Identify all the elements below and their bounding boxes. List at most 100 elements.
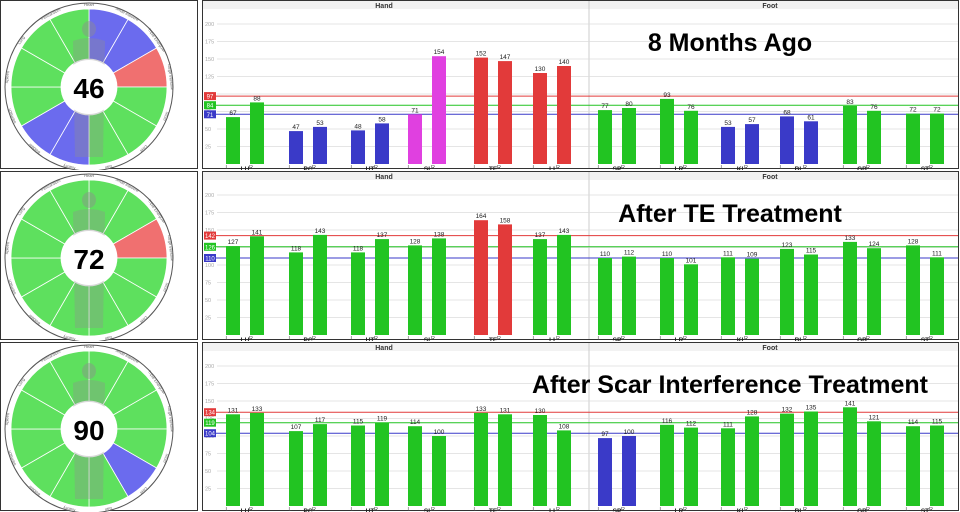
section-header-bg (203, 343, 958, 351)
side-label: R (431, 507, 435, 512)
bar-st-right (930, 113, 944, 164)
side-label: L (225, 336, 228, 341)
meridian-label-li: LI (549, 508, 555, 512)
bar-value-label: 137 (377, 232, 388, 239)
wheel-label: Spleen (4, 413, 10, 426)
bar-value-label: 164 (476, 213, 487, 220)
wheel-label: Spleen (4, 242, 10, 255)
side-label: L (532, 507, 535, 512)
section-header-bg (203, 172, 958, 180)
side-label: R (683, 165, 687, 170)
meridian-label-sp: SP (613, 166, 622, 170)
bar-te-left (474, 57, 488, 164)
bar-value-label: 127 (228, 239, 239, 246)
meridian-label-te: TE (489, 508, 498, 512)
side-label: R (929, 336, 933, 341)
y-tick-label: 25 (205, 145, 211, 151)
bar-value-label: 130 (535, 408, 546, 415)
bar-value-label: 140 (559, 59, 570, 66)
meridian-label-sp: SP (613, 508, 622, 512)
y-tick-label: 75 (205, 281, 211, 287)
section-hand-label: Hand (375, 3, 393, 10)
y-tick-label: 75 (205, 452, 211, 458)
meridian-label-bl: BL (795, 508, 804, 512)
meridian-label-lu: LU (241, 337, 250, 341)
bar-value-label: 131 (228, 407, 239, 414)
wheel-score: 72 (73, 244, 104, 275)
bar-value-label: 72 (933, 107, 941, 114)
bar-lu-left (226, 246, 240, 335)
meridian-label-si: SI (424, 508, 430, 512)
bar-value-label: 110 (662, 251, 673, 258)
side-label: R (744, 336, 748, 341)
meridian-label-pc: PC (303, 166, 312, 170)
bar-st-right (930, 257, 944, 335)
bar-lu-left (226, 117, 240, 164)
section-hand-label: Hand (375, 345, 393, 352)
side-label: L (779, 507, 782, 512)
bar-ki-right (745, 416, 759, 506)
side-label: L (350, 507, 353, 512)
wheel-label: Stom (162, 282, 170, 293)
bar-value-label: 133 (845, 235, 856, 242)
bar-value-label: 58 (378, 116, 386, 123)
wheel-center (62, 231, 116, 285)
reference-badge-blue (204, 254, 216, 262)
wheel-label: Liver (138, 144, 148, 154)
reference-value-label: 126 (205, 245, 216, 251)
side-label: L (350, 165, 353, 170)
bar-pc-left (289, 431, 303, 506)
wheel-label: Stomach (7, 279, 17, 296)
reference-badge-green (204, 242, 216, 251)
wheel-sector (49, 179, 90, 235)
side-label: R (497, 336, 501, 341)
panel-title: After Scar Interference Treatment (532, 371, 929, 399)
y-tick-label: 175 (205, 211, 214, 217)
side-label: L (720, 336, 723, 341)
bar-value-label: 115 (806, 248, 817, 255)
bar-value-label: 115 (353, 419, 364, 426)
side-label: L (842, 165, 845, 170)
side-label: L (597, 507, 600, 512)
bar-value-label: 88 (253, 95, 261, 102)
side-label: R (929, 507, 933, 512)
y-tick-label: 175 (205, 40, 214, 46)
wheel-label: Gall (105, 506, 113, 512)
side-label: R (556, 165, 560, 170)
bar-si-left (408, 245, 422, 335)
side-label: R (744, 165, 748, 170)
body-silhouette-head (82, 21, 96, 37)
bar-bl-right (804, 121, 818, 164)
meridian-label-lu: LU (241, 508, 250, 512)
side-label: R (621, 165, 625, 170)
side-label: L (407, 507, 410, 512)
bar-value-label: 112 (686, 421, 697, 428)
side-label: L (659, 336, 662, 341)
meridian-label-li: LI (549, 166, 555, 170)
side-label: R (431, 165, 435, 170)
bar-value-label: 118 (353, 245, 364, 252)
side-label: L (842, 507, 845, 512)
bar-value-label: 97 (601, 431, 609, 438)
wheel-label: Large intestine (167, 64, 175, 91)
bar-value-label: 110 (600, 251, 611, 258)
bar-value-label: 133 (252, 406, 263, 413)
meridian-label-gb: GB (857, 337, 867, 341)
meridian-label-gb: GB (857, 166, 867, 170)
y-tick-label: 50 (205, 127, 211, 133)
y-tick-label: 125 (205, 75, 214, 81)
wheel-label: Lung (17, 377, 26, 387)
meridian-label-te: TE (489, 337, 498, 341)
reference-badge-red (204, 231, 216, 240)
bar-value-label: 61 (807, 114, 815, 121)
meridian-label-ki: KI (737, 337, 744, 341)
bar-ki-left (721, 126, 735, 164)
bar-sp-right (622, 256, 636, 335)
side-label: R (866, 507, 870, 512)
bar-st-left (906, 113, 920, 164)
bar-value-label: 109 (747, 252, 758, 259)
y-tick-label: 50 (205, 298, 211, 304)
chart-frame (202, 342, 959, 511)
